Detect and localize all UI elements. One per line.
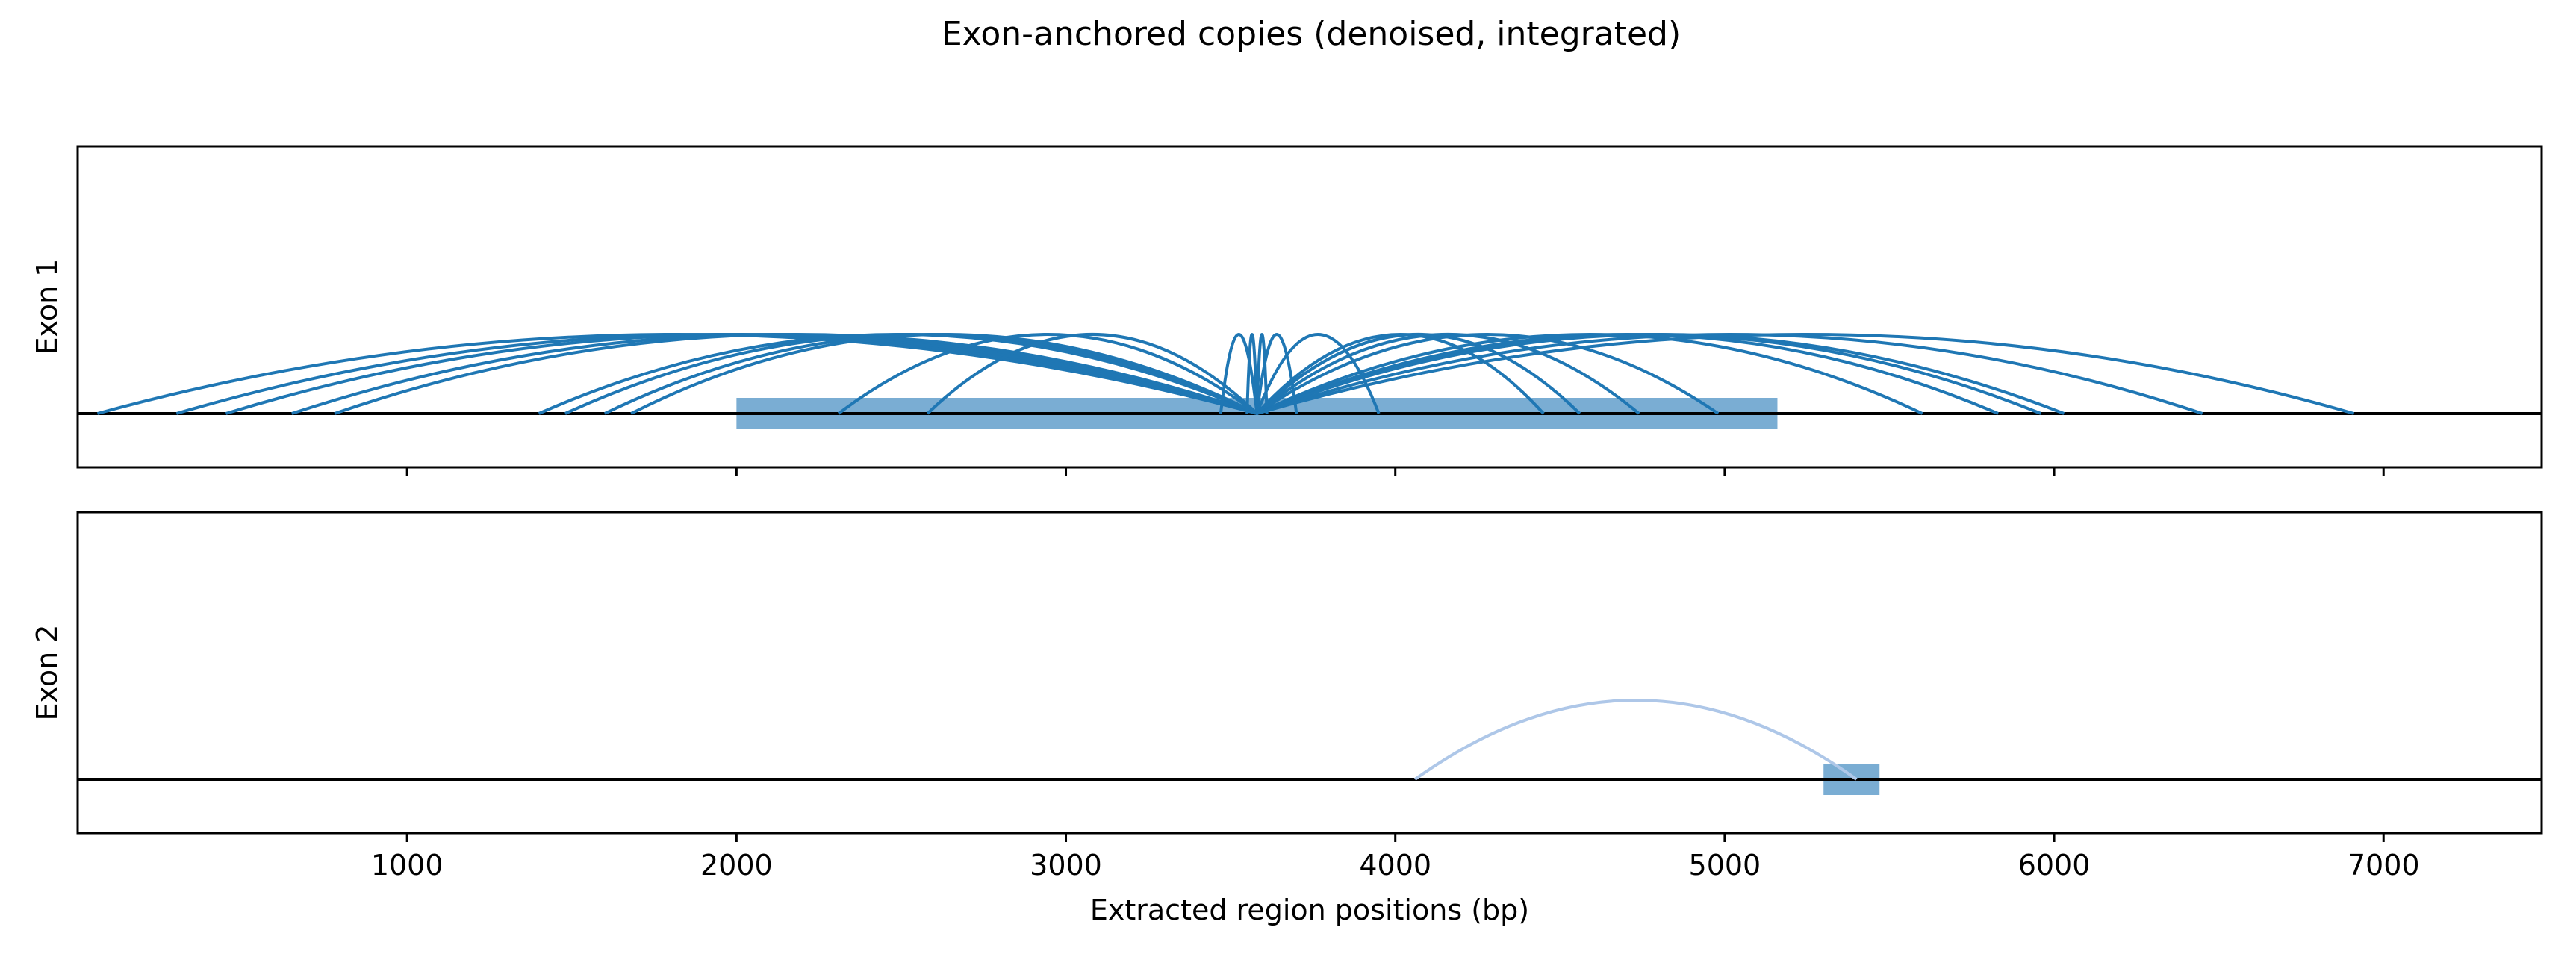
panel-exon-1-frame <box>76 145 2543 469</box>
copy-arc <box>334 333 1258 415</box>
copy-arc <box>1256 333 2355 415</box>
panel-exon-2-content <box>78 699 2542 795</box>
panel-exon-2: Exon 2 <box>31 511 2543 835</box>
panel-exon-1-content <box>78 333 2542 429</box>
x-tick-label: 2000 <box>700 849 773 882</box>
copy-arc <box>1255 333 1269 414</box>
copy-arc <box>1256 333 1720 415</box>
panel-exon-1: Exon 1 <box>31 145 2543 469</box>
panel-exon-2-ylabel: Exon 2 <box>31 625 63 721</box>
copy-arc <box>1414 699 1858 781</box>
chart-title: Exon-anchored copies (denoised, integrat… <box>942 15 1681 53</box>
copy-arc <box>1245 333 1259 414</box>
x-tick-label: 7000 <box>2348 849 2420 882</box>
x-axis-ticks: 1000 2000 3000 4000 5000 6000 7000 <box>371 467 2420 882</box>
x-tick-label: 4000 <box>1359 849 1431 882</box>
x-tick-label: 3000 <box>1030 849 1102 882</box>
copy-arc <box>1219 333 1259 414</box>
panel-exon-2-frame <box>76 511 2543 835</box>
copy-arc <box>1256 333 2065 415</box>
x-axis-label: Extracted region positions (bp) <box>1090 894 1529 926</box>
copy-arc <box>1255 333 1298 414</box>
copy-arc <box>1256 333 1581 415</box>
copy-arc <box>630 333 1258 415</box>
x-tick-label: 6000 <box>2018 849 2091 882</box>
copy-arc <box>926 333 1258 415</box>
copy-arc <box>837 333 1258 415</box>
x-tick-label: 5000 <box>1689 849 1761 882</box>
panel-exon-1-ylabel: Exon 1 <box>31 259 63 355</box>
copy-arc <box>1256 333 1640 415</box>
x-tick-label: 1000 <box>371 849 444 882</box>
